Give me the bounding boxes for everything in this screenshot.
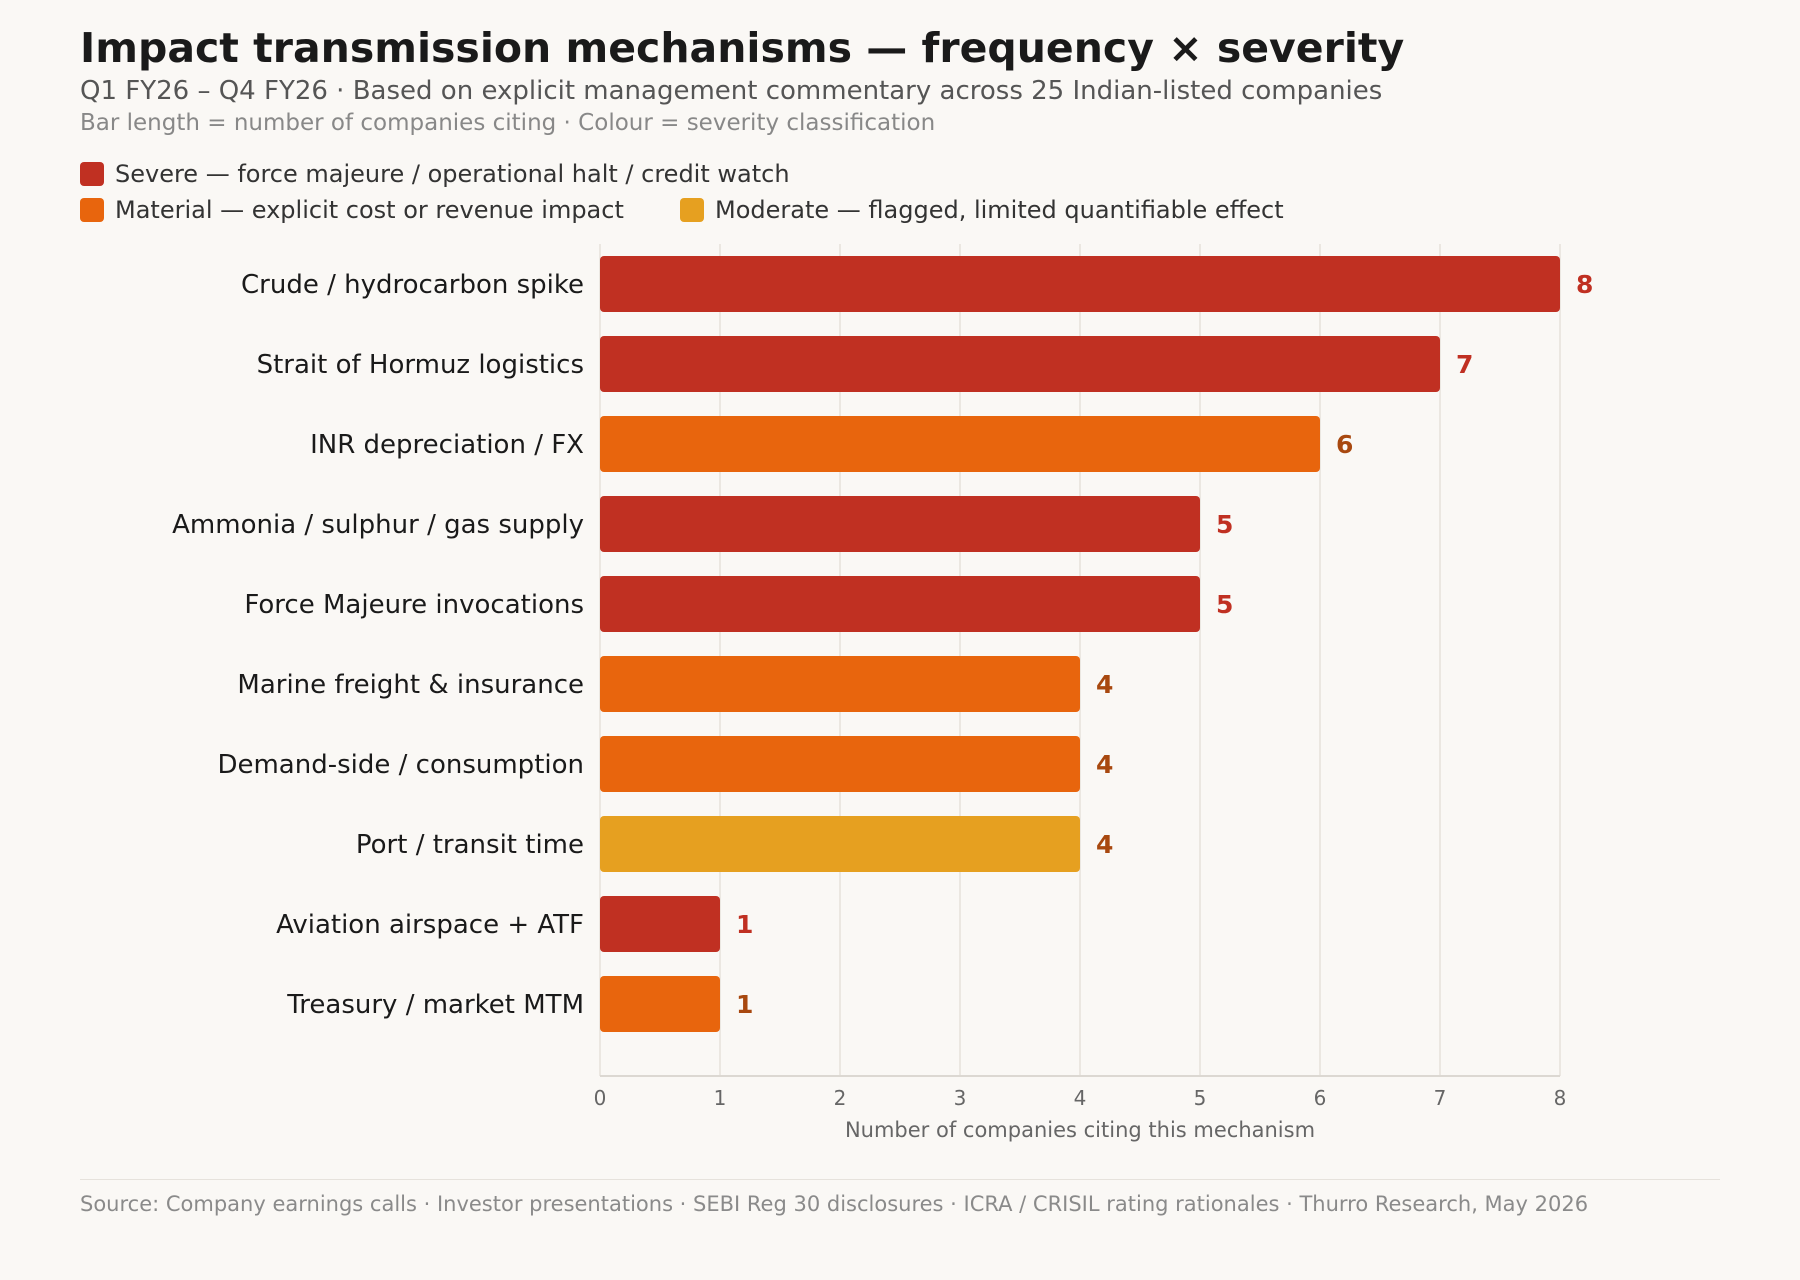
- legend-swatch-moderate: [680, 198, 704, 222]
- legend-item-material: Material — explicit cost or revenue impa…: [80, 196, 624, 224]
- data-label: 1: [736, 990, 753, 1019]
- x-tick-label: 2: [834, 1086, 847, 1110]
- chart-note: Bar length = number of companies citing …: [80, 110, 936, 136]
- legend-item-moderate: Moderate — flagged, limited quantifiable…: [680, 196, 1284, 224]
- bar-chart: 0 1 2 3 4 5 6 7 8 Number of companies citing this…: [172, 244, 1593, 1142]
- data-label: 7: [1456, 350, 1473, 379]
- data-label: 1: [736, 910, 753, 939]
- category-label: INR depreciation / FX: [310, 430, 584, 460]
- category-label: Crude / hydrocarbon spike: [241, 270, 584, 300]
- legend-label-severe: Severe — force majeure / operational hal…: [115, 160, 790, 188]
- legend-label-material: Material — explicit cost or revenue impa…: [115, 196, 624, 224]
- legend-label-moderate: Moderate — flagged, limited quantifiable…: [715, 196, 1284, 224]
- x-axis-label: Number of companies citing this mechanis…: [845, 1118, 1315, 1142]
- legend-item-severe: Severe — force majeure / operational hal…: [80, 160, 790, 188]
- legend-swatch-material: [80, 198, 104, 222]
- x-tick-label: 3: [954, 1086, 967, 1110]
- bar: [600, 896, 720, 952]
- data-label: 5: [1216, 590, 1233, 619]
- x-tick-label: 5: [1194, 1086, 1207, 1110]
- category-label: Aviation airspace + ATF: [276, 910, 584, 940]
- data-label: 4: [1096, 750, 1113, 779]
- x-tick-label: 0: [594, 1086, 607, 1110]
- x-tick-label: 1: [714, 1086, 727, 1110]
- data-label: 6: [1336, 430, 1353, 459]
- x-tick-label: 8: [1554, 1086, 1567, 1110]
- bar: [600, 576, 1200, 632]
- source-note: Source: Company earnings calls · Investo…: [80, 1192, 1589, 1216]
- chart-title: Impact transmission mechanisms — frequen…: [80, 24, 1405, 72]
- chart-subtitle: Q1 FY26 – Q4 FY26 · Based on explicit ma…: [80, 76, 1383, 106]
- legend-swatch-severe: [80, 162, 104, 186]
- bar: [600, 976, 720, 1032]
- bar: [600, 656, 1080, 712]
- x-tick-label: 7: [1434, 1086, 1447, 1110]
- bar: [600, 816, 1080, 872]
- data-label: 4: [1096, 670, 1113, 699]
- data-label: 4: [1096, 830, 1113, 859]
- category-label: Marine freight & insurance: [237, 670, 584, 700]
- x-tick-label: 4: [1074, 1086, 1087, 1110]
- bar: [600, 416, 1320, 472]
- category-label: Strait of Hormuz logistics: [257, 350, 584, 380]
- category-label: Ammonia / sulphur / gas supply: [172, 510, 584, 540]
- data-label: 8: [1576, 270, 1593, 299]
- category-label: Port / transit time: [356, 830, 584, 860]
- category-label: Treasury / market MTM: [286, 990, 584, 1020]
- footer-divider: [80, 1179, 1720, 1180]
- category-label: Force Majeure invocations: [244, 590, 584, 620]
- bar: [600, 736, 1080, 792]
- category-label: Demand-side / consumption: [217, 750, 584, 780]
- x-tick-label: 6: [1314, 1086, 1327, 1110]
- bar: [600, 256, 1560, 312]
- data-label: 5: [1216, 510, 1233, 539]
- bar: [600, 336, 1440, 392]
- bar: [600, 496, 1200, 552]
